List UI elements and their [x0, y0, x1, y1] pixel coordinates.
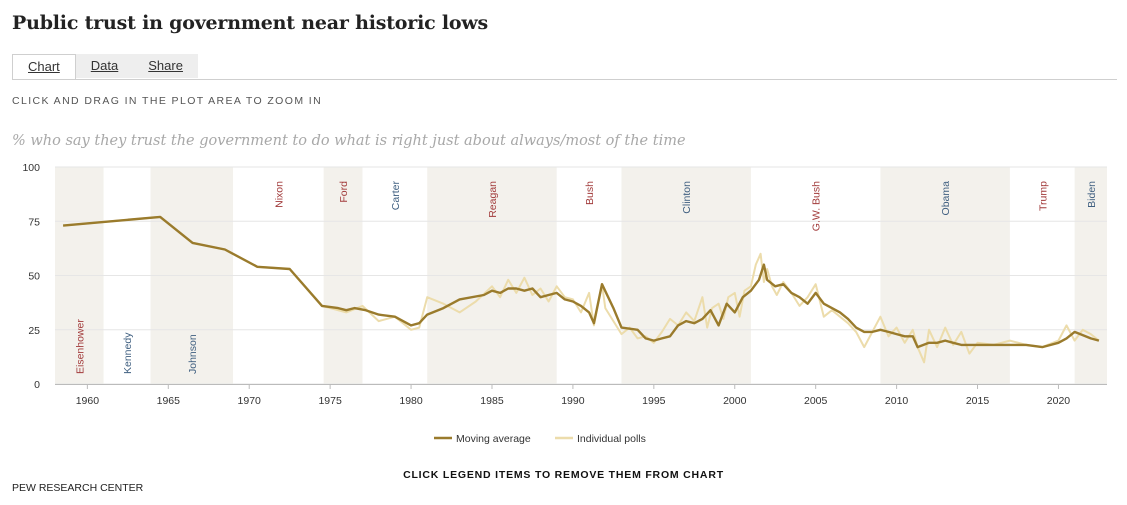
president-label: Ford — [338, 181, 350, 203]
x-tick-label: 1970 — [238, 395, 262, 407]
president-label: Reagan — [487, 181, 499, 218]
president-label: G.W. Bush — [811, 181, 823, 231]
x-tick-label: 2000 — [723, 395, 747, 407]
page-title: Public trust in government near historic… — [12, 12, 489, 34]
president-label: Clinton — [681, 181, 693, 214]
tab-chart[interactable]: Chart — [12, 54, 76, 80]
y-tick-label: 75 — [28, 216, 40, 228]
x-tick-label: 2015 — [966, 395, 990, 407]
legend-hint: CLICK LEGEND ITEMS TO REMOVE THEM FROM C… — [403, 469, 724, 481]
x-tick-label: 2010 — [885, 395, 909, 407]
x-tick-label: 2005 — [804, 395, 828, 407]
x-tick-label: 2020 — [1047, 395, 1071, 407]
president-label: Trump — [1037, 181, 1049, 211]
president-label: Nixon — [273, 181, 285, 208]
president-label: Johnson — [187, 334, 199, 374]
x-tick-label: 1985 — [480, 395, 504, 407]
y-tick-label: 100 — [22, 162, 40, 174]
zoom-hint: CLICK AND DRAG IN THE PLOT AREA TO ZOOM … — [12, 95, 323, 107]
x-tick-label: 1980 — [399, 395, 423, 407]
y-tick-label: 25 — [28, 325, 40, 337]
x-tick-label: 1960 — [76, 395, 100, 407]
chart-plot-area[interactable]: 0 25 50 75 100 1960 1965 1970 1975 1980 1985 1990 19… — [0, 155, 1127, 465]
tab-data[interactable]: Data — [75, 54, 134, 78]
president-label: Kennedy — [122, 332, 134, 374]
x-tick-label: 1990 — [561, 395, 585, 407]
legend-item[interactable]: Individual polls — [577, 433, 646, 445]
chart-subtitle: % who say they trust the government to d… — [12, 133, 686, 149]
source-credit: PEW RESEARCH CENTER — [12, 482, 144, 494]
y-tick-label: 50 — [28, 271, 40, 283]
legend-item[interactable]: Moving average — [456, 433, 531, 445]
tab-divider — [12, 79, 1117, 80]
y-tick-label: 0 — [34, 379, 40, 391]
president-label: Eisenhower — [74, 319, 86, 374]
series-line-individual-polls[interactable] — [63, 215, 1100, 364]
x-tick-label: 1965 — [157, 395, 181, 407]
x-tick-label: 1995 — [642, 395, 666, 407]
series-line-moving-average[interactable] — [62, 215, 1100, 349]
x-tick-label: 1975 — [318, 395, 342, 407]
president-label: Obama — [940, 181, 952, 216]
president-label: Carter — [390, 181, 402, 211]
president-label: Bush — [584, 181, 596, 205]
tab-share[interactable]: Share — [133, 54, 198, 78]
president-label: Biden — [1086, 181, 1098, 208]
tab-bar: Chart Data Share — [12, 54, 198, 80]
